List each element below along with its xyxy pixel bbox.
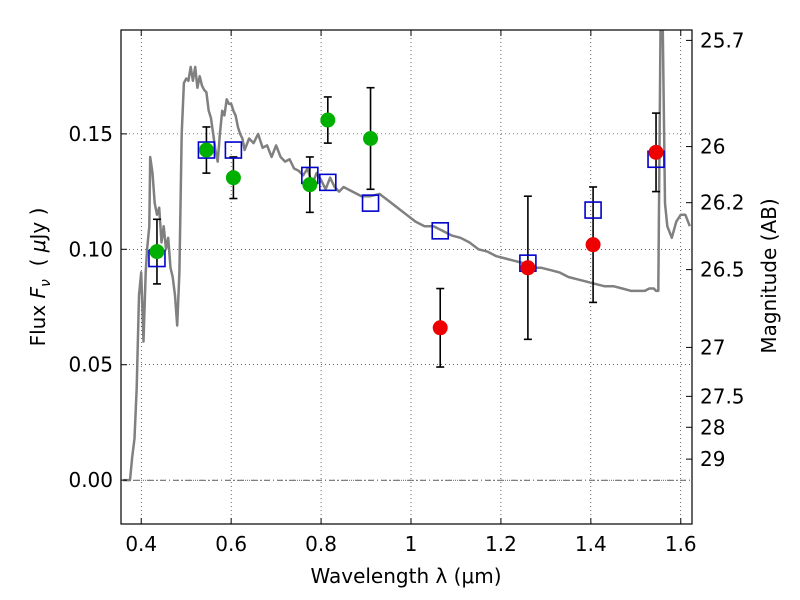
observed-point (432, 320, 448, 336)
y2-tick-label: 27 (700, 335, 725, 359)
observed-point (198, 142, 214, 158)
y-tick-label: 0.10 (68, 237, 113, 261)
model-photometry-square (584, 201, 602, 219)
x-tick-label: 1.6 (665, 532, 697, 556)
model-photometry-squares (148, 141, 665, 272)
model-photometry-square (197, 141, 216, 159)
x-axis-ticks: 0.4 0.6 0.8 1 1.2 1.4 1.6 (125, 30, 697, 556)
y2-tick-label: 26.5 (700, 258, 745, 282)
y-axis-ticks: 0.00 0.05 0.10 0.15 (68, 122, 127, 492)
y2-axis-ticks: 25.7 26 26.2 26.5 27 27.5 28 29 (686, 28, 745, 471)
model-sed-line (123, 30, 691, 482)
y-axis-label: Flux Fν ( μJy ) (26, 208, 54, 347)
y-tick-label: 0.15 (68, 122, 113, 146)
y2-tick-label: 28 (700, 415, 725, 439)
x-tick-label: 0.4 (125, 532, 157, 556)
model-sed-polyline (123, 30, 691, 482)
x-tick-label: 0.6 (215, 532, 247, 556)
observed-point (585, 237, 601, 253)
x-tick-label: 1.2 (485, 532, 517, 556)
y-tick-label: 0.00 (68, 468, 113, 492)
observed-point (225, 170, 241, 186)
y2-axis-label: Magnitude (AB) (757, 198, 781, 353)
y2-tick-label: 27.5 (700, 384, 745, 408)
model-photometry-square (431, 222, 450, 240)
x-tick-label: 1.4 (575, 532, 607, 556)
model-photometry-square (361, 194, 380, 212)
observed-point (320, 112, 336, 128)
y2-tick-label: 26 (700, 135, 725, 159)
error-bars (152, 86, 661, 368)
plot-frame (120, 29, 693, 525)
observed-point (363, 130, 379, 146)
observed-point (302, 177, 318, 193)
model-photometry-square (224, 141, 243, 159)
observed-point (520, 260, 536, 276)
y2-tick-label: 26.2 (700, 191, 745, 215)
x-tick-label: 1 (405, 532, 418, 556)
x-axis-label: Wavelength λ (μm) (310, 564, 501, 588)
y-tick-label: 0.05 (68, 353, 113, 377)
y2-tick-label: 29 (700, 447, 725, 471)
observed-points (149, 112, 664, 336)
model-photometry-square (319, 173, 337, 192)
y2-tick-label: 25.7 (700, 28, 745, 52)
observed-point (648, 144, 664, 160)
observed-point (149, 244, 165, 260)
x-tick-label: 0.8 (305, 532, 337, 556)
